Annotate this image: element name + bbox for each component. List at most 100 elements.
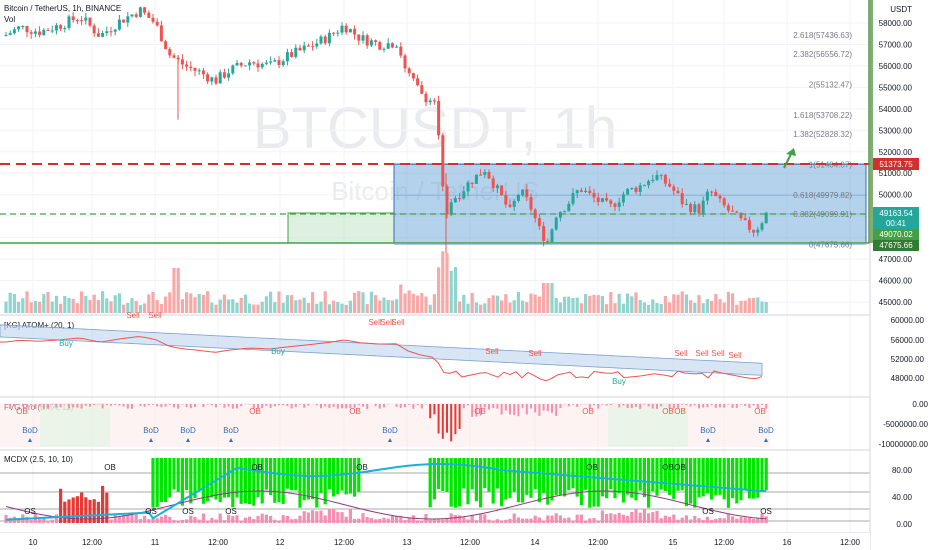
fvg-bar	[446, 404, 448, 433]
mcdx-red-bar	[693, 515, 697, 523]
mcdx-green-bar	[634, 458, 638, 501]
mcdx-green-bar	[487, 458, 491, 492]
mcdx-red-bar	[306, 512, 310, 523]
candle-body	[735, 211, 739, 213]
fib-label: 1.618(53708.22)	[793, 111, 852, 120]
mcdx-red-bar	[382, 517, 386, 523]
mcdx-green-bar	[453, 458, 457, 508]
fvg-bar	[160, 404, 163, 408]
candle-body	[630, 187, 634, 189]
candle-body	[113, 29, 117, 32]
fvg-bar	[223, 404, 226, 408]
fvg-bar	[660, 404, 663, 407]
fvg-bar	[399, 404, 402, 408]
mcdx-red-bar	[327, 508, 331, 523]
fvg-bar	[328, 404, 331, 409]
fvg-ob-label: OB	[754, 407, 766, 416]
fvg-bar	[290, 404, 293, 409]
mcdx-green-bar	[495, 458, 499, 489]
fvg-bar	[538, 404, 541, 416]
candle-body	[521, 189, 525, 196]
volume-bar	[96, 299, 100, 313]
volume-bar	[487, 298, 491, 313]
volume-bar	[235, 302, 239, 313]
mcdx-os-label: OS	[760, 507, 772, 516]
support-zone	[287, 212, 395, 244]
candle-body	[638, 185, 642, 192]
volume-bar	[474, 302, 478, 313]
volume-bar	[340, 303, 344, 313]
candle-body	[214, 77, 218, 84]
volume-bar	[260, 301, 264, 313]
mcdx-green-bar	[466, 458, 470, 505]
mcdx-green-bar	[588, 458, 592, 508]
volume-bar	[584, 293, 588, 313]
candle-body	[138, 7, 142, 17]
mcdx-red-bar	[75, 496, 79, 523]
fvg-bar	[492, 404, 495, 409]
fvg-bod-label: BoD	[758, 426, 774, 435]
fvg-bar	[513, 404, 516, 416]
volume-bar	[617, 293, 621, 313]
volume-bar	[231, 299, 235, 313]
volume-bar	[634, 292, 638, 313]
price-tick-label: 45000.00	[879, 298, 913, 307]
time-axis[interactable]	[0, 533, 870, 550]
candle-body	[726, 205, 730, 211]
fvg-tick-label: 0.00	[912, 400, 928, 409]
mcdx-green-bar	[273, 458, 277, 503]
mcdx-red-bar	[508, 518, 512, 523]
mcdx-red-bar	[290, 519, 294, 523]
mcdx-red-bar	[676, 519, 680, 523]
mcdx-red-bar	[264, 514, 268, 523]
fvg-bar	[236, 404, 238, 409]
mcdx-green-bar	[760, 458, 764, 491]
candle-body	[96, 33, 100, 37]
candle-body	[474, 174, 478, 184]
candle-body	[269, 61, 273, 63]
mcdx-red-bar	[390, 515, 394, 523]
mcdx-red-bar	[50, 519, 54, 523]
fvg-bar	[622, 404, 625, 406]
mcdx-red-bar	[462, 517, 466, 523]
mcdx-red-bar	[487, 519, 491, 523]
mcdx-green-bar	[172, 458, 176, 490]
mcdx-green-bar	[579, 458, 583, 506]
candle-body	[109, 31, 113, 33]
mcdx-green-bar	[432, 458, 436, 500]
mcdx-red-bar	[554, 513, 558, 523]
mcdx-title[interactable]: MCDX (2.5, 10, 10)	[4, 455, 73, 464]
fvg-bar	[765, 404, 768, 409]
volume-bar	[684, 294, 688, 313]
volume-bar	[609, 292, 613, 313]
price-axis[interactable]	[870, 0, 932, 550]
symbol-title[interactable]: Bitcoin / TetherUS, 1h, BINANCE	[4, 4, 121, 13]
price-tick-label: 53000.00	[879, 126, 913, 135]
fvg-bull-zone	[608, 403, 688, 447]
fvg-bar	[609, 404, 612, 406]
mcdx-red-bar	[151, 517, 155, 523]
volume-bar	[638, 300, 642, 313]
volume-bar	[332, 300, 336, 313]
mcdx-green-bar	[571, 458, 575, 489]
mcdx-red-bar	[189, 515, 193, 523]
volume-bar	[731, 293, 735, 313]
volume-bar	[424, 296, 428, 313]
volume-bar	[189, 293, 193, 313]
candle-body	[29, 32, 33, 34]
candle-body	[332, 32, 336, 34]
candle-body	[151, 17, 155, 22]
volume-bar	[630, 296, 634, 313]
candle-body	[67, 16, 71, 28]
volume-bar	[138, 304, 142, 313]
volume-bar	[105, 298, 109, 313]
time-label: 12:00	[840, 538, 861, 547]
atom-title[interactable]: [KG] ATOM+ (20, 1)	[4, 321, 75, 330]
fvg-bar	[710, 404, 713, 406]
price-tick-label: 47000.00	[879, 255, 913, 264]
mcdx-red-bar	[201, 513, 205, 523]
fvg-bar	[689, 404, 692, 407]
volume-bar	[54, 295, 58, 313]
candle-body	[21, 26, 25, 28]
